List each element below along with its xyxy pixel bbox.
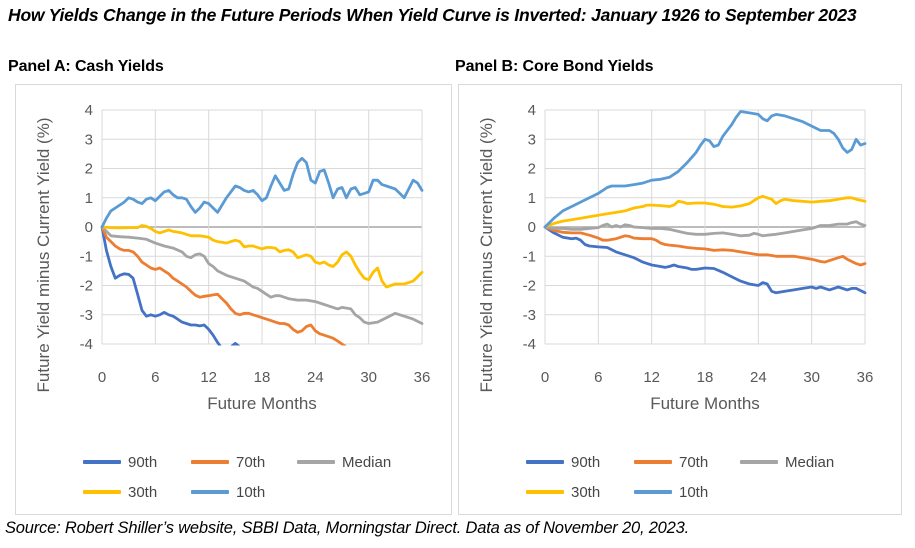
y-tick-label: -1 (523, 248, 536, 265)
series-line-median (100, 225, 424, 325)
y-tick-label: 4 (85, 102, 93, 119)
x-tick-label: 30 (360, 369, 377, 386)
legend-swatch-30th (83, 490, 121, 494)
y-tick-label: 3 (85, 131, 93, 148)
legend-swatch-10th (191, 490, 229, 494)
y-axis-title: Future Yield minus Current Yield (%) (477, 118, 496, 393)
x-axis-title: Future Months (650, 394, 760, 413)
legend-label: 10th (679, 483, 709, 501)
legend-swatch-70th (634, 460, 672, 464)
legend-label: 90th (571, 453, 601, 471)
legend-item-10th: 10th (634, 482, 708, 502)
legend-swatch-90th (83, 460, 121, 464)
y-tick-label: 4 (528, 102, 536, 119)
core-bond-yields-plot: 4 3 2 1 0 -1 -2 -3 -4 0 6 12 18 24 30 36 Future Months Fu… (477, 102, 873, 413)
legend-swatch-median (297, 460, 335, 464)
series-line-90th (543, 225, 867, 295)
series-line-90th (100, 225, 241, 346)
legend-item-30th: 30th (83, 482, 157, 502)
x-tick-label: 18 (254, 369, 271, 386)
x-tick-label: 24 (750, 369, 767, 386)
legend-item-70th: 70th (634, 452, 708, 472)
legend-label: Median (342, 453, 392, 471)
x-tick-label: 36 (414, 369, 431, 386)
legend-item-median: Median (297, 452, 391, 472)
panel-a-chart: 4 3 2 1 0 -1 -2 -3 -4 0 6 12 18 24 30 36 Future Months Fu… (15, 84, 452, 515)
x-axis-title: Future Months (207, 394, 317, 413)
cash-yields-plot: 4 3 2 1 0 -1 -2 -3 -4 0 6 12 18 24 30 36 Future Months Fu… (34, 102, 430, 413)
legend-label: 30th (571, 483, 601, 501)
x-tick-label: 0 (98, 369, 106, 386)
y-tick-label: -4 (80, 336, 93, 353)
y-tick-label: -4 (523, 336, 536, 353)
legend-item-90th: 90th (526, 452, 600, 472)
x-tick-label: 12 (200, 369, 217, 386)
y-tick-label: 2 (528, 161, 536, 178)
legend-item-10th: 10th (191, 482, 265, 502)
series-line-30th (100, 224, 424, 289)
y-tick-label: 1 (85, 190, 93, 207)
panel-b-heading: Panel B: Core Bond Yields (455, 58, 654, 75)
y-tick-label: -3 (80, 307, 93, 324)
legend-label: 90th (128, 453, 158, 471)
x-tick-label: 12 (643, 369, 660, 386)
gridlines (101, 109, 423, 345)
legend-label: Median (785, 453, 835, 471)
legend-item-70th: 70th (191, 452, 265, 472)
y-axis-title: Future Yield minus Current Yield (%) (34, 118, 53, 393)
series-line-median (543, 220, 867, 238)
x-tick-label: 18 (697, 369, 714, 386)
y-tick-label: 1 (528, 190, 536, 207)
series-line-30th (543, 194, 867, 229)
axis-labels: 4 3 2 1 0 -1 -2 -3 -4 0 6 12 18 24 30 36 Future Months Fu… (34, 102, 430, 413)
legend-swatch-70th (191, 460, 229, 464)
legend-label: 10th (236, 483, 266, 501)
x-tick-label: 36 (857, 369, 874, 386)
series-line-10th (543, 110, 867, 229)
series-line-70th (100, 225, 347, 346)
x-tick-label: 30 (803, 369, 820, 386)
y-tick-label: -2 (80, 278, 93, 295)
legend-swatch-30th (526, 490, 564, 494)
x-tick-label: 24 (307, 369, 324, 386)
x-tick-label: 6 (594, 369, 602, 386)
legend-item-90th: 90th (83, 452, 157, 472)
series-line-70th (543, 225, 867, 267)
series-lines (543, 110, 867, 295)
y-tick-label: 0 (528, 219, 536, 236)
figure-title: How Yields Change in the Future Periods … (8, 5, 857, 25)
legend-item-30th: 30th (526, 482, 600, 502)
series-lines (100, 156, 424, 346)
y-tick-label: -2 (523, 278, 536, 295)
y-tick-label: 2 (85, 161, 93, 178)
panel-a-heading: Panel A: Cash Yields (8, 58, 164, 75)
legend-swatch-10th (634, 490, 672, 494)
y-tick-label: -1 (80, 248, 93, 265)
legend-swatch-median (740, 460, 778, 464)
series-line-10th (100, 156, 424, 229)
legend-item-median: Median (740, 452, 834, 472)
legend-label: 70th (236, 453, 266, 471)
source-note: Source: Robert Shiller’s website, SBBI D… (5, 519, 689, 537)
panel-b-chart: 4 3 2 1 0 -1 -2 -3 -4 0 6 12 18 24 30 36 Future Months Fu… (458, 84, 902, 515)
legend-label: 30th (128, 483, 158, 501)
y-tick-label: 3 (528, 131, 536, 148)
legend-swatch-90th (526, 460, 564, 464)
x-tick-label: 6 (151, 369, 159, 386)
legend-label: 70th (679, 453, 709, 471)
y-tick-label: 0 (85, 219, 93, 236)
axis-labels: 4 3 2 1 0 -1 -2 -3 -4 0 6 12 18 24 30 36 Future Months Fu… (477, 102, 873, 413)
x-tick-label: 0 (541, 369, 549, 386)
y-tick-label: -3 (523, 307, 536, 324)
